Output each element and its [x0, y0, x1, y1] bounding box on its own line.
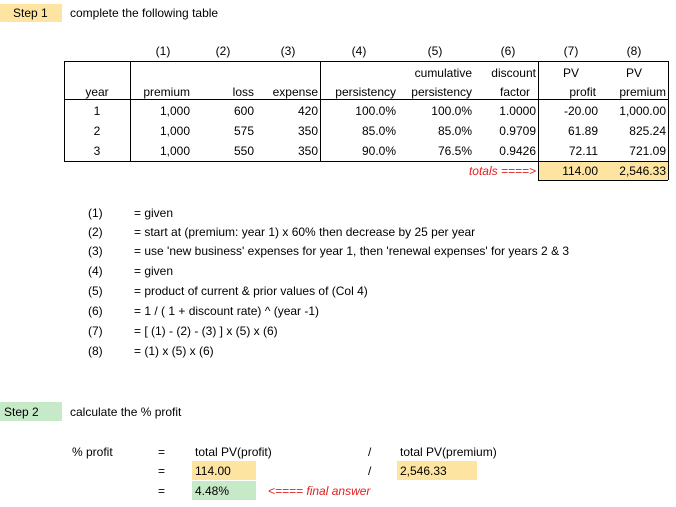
- equals-sign: =: [158, 484, 166, 498]
- cell-persistency: 85.0%: [361, 124, 396, 138]
- note-text: = (1) x (5) x (6): [134, 344, 214, 358]
- cell-year: 3: [93, 144, 101, 158]
- divide-sign: /: [368, 464, 372, 478]
- note-number: (7): [88, 324, 103, 338]
- step2-instruction: calculate the % profit: [70, 405, 182, 419]
- table-bottom-border: [64, 161, 668, 162]
- table-right-border: [668, 61, 669, 180]
- step2-badge-label: Step 2: [4, 405, 39, 419]
- cell-premium: 1,000: [159, 104, 190, 118]
- total-pv-premium: 2,546.33: [619, 164, 666, 178]
- totals-label: totals ====>: [468, 164, 536, 178]
- percent-profit-label: % profit: [72, 445, 113, 459]
- header-pv-premium: PV: [625, 66, 642, 80]
- col-number: (4): [351, 44, 367, 58]
- step1-badge-label: Step 1: [13, 6, 48, 20]
- col-divider: [130, 61, 131, 161]
- header-premium: premium: [143, 85, 190, 99]
- denominator-value: 2,546.33: [400, 464, 447, 478]
- cell-pv-profit: 61.89: [567, 124, 598, 138]
- cell-discount-factor: 0.9426: [499, 144, 536, 158]
- final-answer-label: <==== final answer: [268, 484, 371, 498]
- cell-cum-persistency: 100.0%: [431, 104, 472, 118]
- header-factor: factor: [499, 85, 530, 99]
- note-number: (8): [88, 344, 103, 358]
- table-left-border: [64, 61, 65, 161]
- header-expense: expense: [272, 85, 318, 99]
- cell-persistency: 90.0%: [361, 144, 396, 158]
- header-premium-pv: premium: [619, 85, 666, 99]
- header-profit: profit: [569, 85, 596, 99]
- header-persistency: persistency: [335, 85, 396, 99]
- cell-persistency: 100.0%: [355, 104, 396, 118]
- table-header-border: [64, 99, 668, 100]
- totals-bottom-border: [538, 180, 668, 181]
- note-number: (1): [88, 206, 103, 220]
- header-pv-profit: PV: [562, 66, 579, 80]
- note-number: (6): [88, 304, 103, 318]
- col-number: (3): [280, 44, 296, 58]
- col-number: (6): [500, 44, 516, 58]
- note-text: = start at (premium: year 1) x 60% then …: [134, 225, 476, 239]
- note-text: = use 'new business' expenses for year 1…: [134, 244, 570, 258]
- header-year: year: [85, 85, 109, 99]
- note-text: = product of current & prior values of (…: [134, 284, 368, 298]
- note-text: = given: [134, 206, 174, 220]
- cell-cum-persistency: 85.0%: [437, 124, 472, 138]
- equals-sign: =: [158, 464, 166, 478]
- totals-highlight: [539, 162, 668, 180]
- cell-discount-factor: 1.0000: [499, 104, 536, 118]
- note-number: (5): [88, 284, 103, 298]
- cell-loss: 600: [233, 104, 254, 118]
- col-number: (2): [215, 44, 231, 58]
- step1-badge: [0, 4, 62, 22]
- col-number: (8): [626, 44, 642, 58]
- table-top-border: [64, 61, 668, 62]
- equals-sign: =: [158, 445, 166, 459]
- numerator-highlight: [192, 461, 256, 480]
- cell-expense: 350: [297, 144, 318, 158]
- result-value: 4.48%: [195, 484, 230, 498]
- cell-pv-premium: 721.09: [629, 144, 666, 158]
- note-number: (4): [88, 264, 103, 278]
- divide-sign: /: [368, 445, 372, 459]
- cell-pv-profit: 72.11: [568, 144, 598, 158]
- numerator-value: 114.00: [195, 464, 231, 478]
- denominator-label: total PV(premium): [400, 445, 497, 459]
- note-number: (2): [88, 225, 103, 239]
- cell-expense: 350: [297, 124, 318, 138]
- col-number: (1): [155, 44, 171, 58]
- col-number: (7): [563, 44, 579, 58]
- note-text: = [ (1) - (2) - (3) ] x (5) x (6): [134, 324, 278, 338]
- result-highlight: [192, 481, 256, 500]
- col-number: (5): [427, 44, 443, 58]
- cell-year: 1: [93, 104, 101, 118]
- note-text: = given: [134, 264, 174, 278]
- cell-premium: 1,000: [159, 124, 190, 138]
- numerator-label: total PV(profit): [195, 445, 272, 459]
- header-cum-persistency: persistency: [411, 85, 472, 99]
- total-pv-profit: 114.00: [562, 164, 598, 178]
- cell-pv-profit: -20.00: [563, 104, 598, 118]
- cell-premium: 1,000: [159, 144, 190, 158]
- header-cumulative: cumulative: [414, 66, 472, 80]
- cell-pv-premium: 1,000.00: [619, 104, 666, 118]
- note-text: = 1 / ( 1 + discount rate) ^ (year -1): [134, 304, 320, 318]
- cell-expense: 420: [297, 104, 318, 118]
- denominator-highlight: [397, 461, 477, 480]
- col-divider: [538, 61, 539, 180]
- header-loss: loss: [232, 85, 254, 99]
- cell-year: 2: [93, 124, 101, 138]
- step2-badge: [0, 402, 62, 421]
- col-divider: [320, 61, 321, 161]
- header-discount: discount: [491, 66, 536, 80]
- step1-instruction: complete the following table: [70, 6, 219, 20]
- cell-cum-persistency: 76.5%: [437, 144, 472, 158]
- cell-discount-factor: 0.9709: [499, 124, 536, 138]
- cell-loss: 550: [233, 144, 254, 158]
- note-number: (3): [88, 244, 103, 258]
- cell-loss: 575: [233, 124, 254, 138]
- cell-pv-premium: 825.24: [629, 124, 666, 138]
